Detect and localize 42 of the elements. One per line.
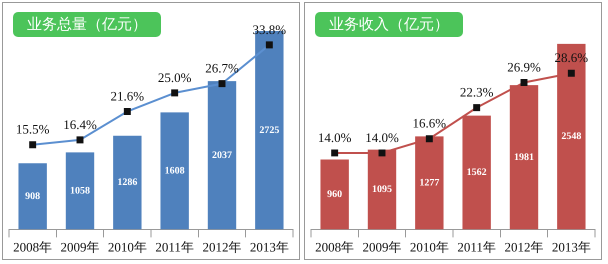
data-label: 2725 <box>259 124 280 136</box>
data-label: 21.6% <box>110 88 144 104</box>
data-label: 2548 <box>561 131 582 142</box>
x-tick-label: 2011年 <box>457 240 496 255</box>
data-label: 1608 <box>164 165 185 176</box>
bar <box>18 163 47 230</box>
data-label: 2037 <box>212 150 232 161</box>
x-tick-label: 2010年 <box>410 240 449 255</box>
x-tick-label: 2008年 <box>315 240 354 255</box>
data-label: 25.0% <box>158 70 192 85</box>
chart-title: 业务总量（亿元） <box>13 12 161 37</box>
data-label: 1562 <box>466 167 487 178</box>
x-tick-label: 2008年 <box>13 240 52 255</box>
data-label: 960 <box>327 189 342 200</box>
x-tick-label: 2010年 <box>108 240 147 255</box>
x-tick-label: 2012年 <box>202 240 242 255</box>
data-label: 1277 <box>419 177 440 188</box>
x-tick-label: 2009年 <box>60 240 100 255</box>
chart-title: 业务收入（亿元） <box>315 12 463 37</box>
bar <box>320 160 349 230</box>
data-label: 1981 <box>514 152 534 163</box>
x-tick-label: 2011年 <box>155 240 194 255</box>
data-label: 908 <box>25 190 40 202</box>
data-label: 14.0% <box>318 130 352 145</box>
data-label: 26.9% <box>507 59 541 74</box>
bar <box>66 152 94 230</box>
x-tick-label: 2013年 <box>552 240 591 255</box>
data-label: 14.0% <box>365 130 399 145</box>
data-label: 1286 <box>117 177 138 188</box>
data-label: 26.7% <box>205 60 239 76</box>
data-label: 15.5% <box>16 122 50 137</box>
data-label: 1058 <box>70 185 90 196</box>
data-label: 1095 <box>372 184 392 196</box>
data-label: 16.4% <box>63 116 97 132</box>
data-label: 22.3% <box>460 84 494 100</box>
data-label: 16.6% <box>412 116 446 131</box>
bar <box>113 136 142 230</box>
x-tick-label: 2012年 <box>504 240 544 255</box>
bar <box>208 81 236 230</box>
bar <box>160 112 189 230</box>
x-tick-label: 2013年 <box>250 240 289 255</box>
x-tick-label: 2009年 <box>362 240 402 255</box>
